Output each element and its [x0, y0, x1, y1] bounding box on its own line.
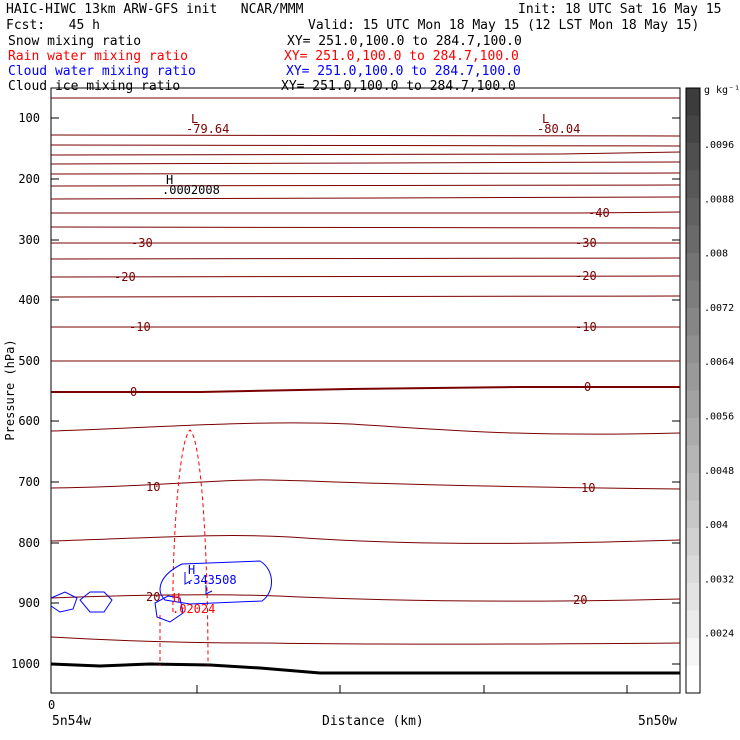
field-rain-name: Rain water mixing ratio	[8, 49, 189, 64]
rain-high-marker: H	[173, 591, 180, 605]
colorbar-swatch	[686, 335, 700, 364]
low-value: -80.04	[537, 122, 580, 136]
colorbar-swatch	[686, 88, 700, 116]
colorbar-swatch	[686, 665, 700, 694]
colorbar-swatch	[686, 638, 700, 666]
low-marker: L	[542, 112, 549, 126]
contour-label: 0	[584, 380, 591, 394]
y-tick-label: 600	[18, 414, 40, 428]
field-snow-name: Snow mixing ratio	[8, 34, 142, 49]
valid-time: Valid: 15 UTC Mon 18 May 15 (12 LST Mon …	[308, 18, 700, 33]
contour-label: -10	[129, 320, 151, 334]
field-cloudwater-name: Cloud water mixing ratio	[8, 64, 196, 79]
colorbar-label: .0048	[704, 466, 734, 477]
x-right-endpoint: 5n50w	[638, 714, 677, 729]
plot-title: HAIC-HIWC 13km ARW-GFS init NCAR/MMM	[6, 2, 304, 17]
colorbar-swatch	[686, 143, 700, 171]
low-value: -79.64	[186, 122, 229, 136]
colorbar-swatch	[686, 390, 700, 419]
contour-label: 10	[146, 480, 160, 494]
colorbar-swatch	[686, 610, 700, 639]
contour-label: 20	[573, 593, 587, 607]
contour-label: -20	[575, 269, 597, 283]
y-tick-label: 800	[18, 536, 40, 550]
colorbar-swatch	[686, 225, 700, 254]
contour-label: 20	[146, 590, 160, 604]
colorbar-swatch	[686, 253, 700, 281]
colorbar-swatch	[686, 583, 700, 611]
colorbar-label: .0088	[704, 194, 734, 205]
colorbar-swatch	[686, 473, 700, 501]
field-cloudwater-xy: XY= 251.0,100.0 to 284.7,100.0	[286, 64, 521, 79]
contour-label: -30	[575, 236, 597, 250]
y-tick-label: 1000	[11, 657, 40, 671]
x-axis	[50, 685, 628, 693]
y-tick-label: 400	[18, 293, 40, 307]
temperature-contours	[50, 97, 681, 645]
contour-label: -10	[575, 320, 597, 334]
x-left-endpoint: 5n54w	[52, 714, 91, 729]
colorbar-swatch	[686, 363, 700, 391]
colorbar-swatch	[686, 115, 700, 144]
colorbar-swatch	[686, 555, 700, 584]
low-marker: L	[191, 112, 198, 126]
colorbar-label: .0096	[704, 140, 734, 151]
field-cloudice-name: Cloud ice mixing ratio	[8, 79, 181, 94]
colorbar: .0096 .0088 .008 .0072 .0064 .0056 .0048 .004 .0…	[685, 87, 734, 694]
field-rain-xy: XY= 251.0,100.0 to 284.7,100.0	[284, 49, 519, 64]
contour-label: -30	[131, 236, 153, 250]
colorbar-swatch	[686, 308, 700, 336]
contour-label: 10	[581, 481, 595, 495]
field-snow-xy: XY= 251.0,100.0 to 284.7,100.0	[287, 34, 522, 49]
colorbar-swatch	[686, 445, 700, 474]
rain-contour	[172, 429, 209, 666]
cloud-water-contour	[159, 560, 272, 605]
colorbar-unit: g kg⁻¹	[704, 85, 740, 96]
colorbar-label: .0064	[704, 357, 734, 368]
field-cloudice-xy: XY= 251.0,100.0 to 284.7,100.0	[281, 79, 516, 94]
colorbar-swatch	[686, 280, 700, 309]
cloud-water-high-marker: H	[188, 563, 195, 577]
colorbar-label: .004	[704, 520, 728, 531]
colorbar-swatch	[686, 500, 700, 529]
x-axis-label: Distance (km)	[322, 714, 424, 729]
x-tick-label: 0	[48, 698, 55, 712]
contour-label: -40	[588, 206, 610, 220]
y-axis-label: Pressure (hPa)	[3, 339, 17, 440]
colorbar-label: .0024	[704, 629, 734, 640]
colorbar-label: .0032	[704, 574, 734, 585]
colorbar-label: .0056	[704, 412, 734, 423]
snow-high-marker: H	[166, 173, 173, 187]
y-tick-label: 700	[18, 475, 40, 489]
forecast-hour: Fcst: 45 h	[6, 18, 100, 33]
y-tick-label: 200	[18, 172, 40, 186]
y-tick-label: 900	[18, 596, 40, 610]
y-tick-label: 500	[18, 354, 40, 368]
snow-high-value: .0002008	[162, 183, 220, 197]
init-time: Init: 18 UTC Sat 16 May 15	[518, 2, 722, 17]
plot-frame	[50, 87, 681, 694]
terrain-line	[50, 662, 680, 675]
colorbar-label: .008	[704, 249, 728, 260]
contour-label: -20	[114, 270, 136, 284]
colorbar-swatch	[686, 528, 700, 556]
y-tick-label: 100	[18, 111, 40, 125]
colorbar-label: .0072	[704, 303, 734, 314]
cloud-water-high-value: .343508	[186, 573, 237, 587]
colorbar-swatch	[686, 418, 700, 446]
contour-label: 0	[130, 385, 137, 399]
colorbar-swatch	[686, 170, 700, 199]
temperature-labels: -30 -20 -10 0 10 20 -40 -30 -20 -10 0 10…	[114, 206, 610, 607]
colorbar-frame	[685, 87, 701, 694]
rain-high-value: .02024	[172, 602, 215, 616]
y-tick-label: 300	[18, 233, 40, 247]
colorbar-swatch	[686, 198, 700, 226]
